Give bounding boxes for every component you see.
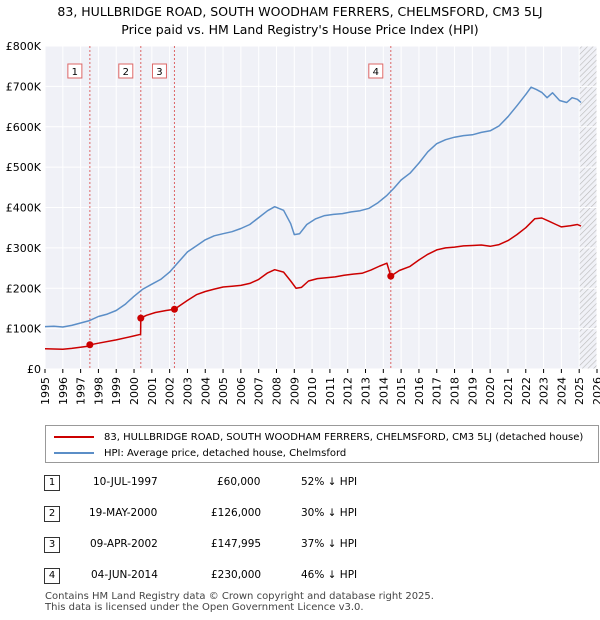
sale-hpi-diff: 46% ↓ HPI: [301, 569, 358, 581]
footer-copyright: Contains HM Land Registry data © Crown c…: [45, 591, 434, 602]
x-tick-label: 2010: [306, 377, 319, 405]
y-tick-label: £600K: [6, 121, 42, 134]
sale-marker-badge: 4: [44, 568, 60, 584]
legend-swatch-hpi: [54, 452, 94, 454]
x-tick-label: 2004: [199, 377, 212, 405]
sale-point: [387, 272, 395, 280]
sale-marker-box: [67, 63, 83, 79]
sale-point: [170, 305, 178, 313]
hpi-line: [44, 86, 582, 328]
x-tick-label: 1999: [110, 377, 123, 405]
sale-marker-badge: 3: [44, 537, 60, 553]
y-tick-label: £100K: [6, 323, 42, 336]
sale-marker-badge: 1: [44, 475, 60, 491]
price-chart: £0 £100K £200K £300K £400K £500K £600K £700K £80…: [6, 40, 600, 405]
x-tick-label: 2014: [377, 377, 390, 405]
sale-date: 09-APR-2002: [90, 538, 158, 550]
x-tick-label: 2022: [520, 377, 533, 405]
x-tick-label: 2025: [573, 377, 586, 405]
x-tick-label: 2007: [253, 377, 266, 405]
x-tick-label: 2011: [324, 377, 337, 405]
legend-item-hpi: HPI: Average price, detached house, Chel…: [54, 446, 346, 460]
x-tick-label: 2021: [502, 377, 515, 405]
y-tick-label: £800K: [6, 40, 42, 53]
legend: 83, HULLBRIDGE ROAD, SOUTH WOODHAM FERRE…: [45, 425, 599, 463]
y-tick-label: £700K: [6, 80, 42, 93]
chart-title-line2: Price paid vs. HM Land Registry's House …: [121, 22, 479, 37]
sale-hpi-diff: 37% ↓ HPI: [301, 538, 358, 550]
sale-point: [137, 314, 145, 322]
sale-date: 04-JUN-2014: [91, 569, 158, 581]
property-price-line: [44, 217, 582, 350]
y-tick-label: £400K: [6, 202, 42, 215]
sale-price: £126,000: [211, 507, 262, 519]
sale-marker-label: 1: [72, 67, 78, 78]
x-tick-label: 2008: [270, 377, 283, 405]
x-tick-label: 2012: [342, 377, 355, 405]
sale-price: £147,995: [211, 538, 262, 550]
x-tick-label: 2002: [164, 377, 177, 405]
x-tick-label: 2026: [591, 377, 600, 405]
sale-date: 10-JUL-1997: [93, 476, 158, 488]
sale-hpi-diff: 52% ↓ HPI: [301, 476, 358, 488]
sale-marker-box: [151, 63, 167, 79]
x-tick-label: 2005: [217, 377, 230, 405]
x-tick-label: 2023: [538, 377, 551, 405]
sale-hpi-diff: 30% ↓ HPI: [301, 507, 358, 519]
y-tick-label: £500K: [6, 161, 42, 174]
y-tick-label: £200K: [6, 282, 42, 295]
x-tick-label: 2006: [235, 377, 248, 405]
x-tick-label: 1995: [39, 377, 52, 405]
x-tick-label: 2024: [555, 377, 568, 405]
legend-item-property: 83, HULLBRIDGE ROAD, SOUTH WOODHAM FERRE…: [54, 430, 583, 444]
sale-marker-label: 2: [123, 67, 129, 78]
sale-price: £230,000: [211, 569, 262, 581]
sale-marker-badge: 2: [44, 506, 60, 522]
x-tick-label: 1996: [57, 377, 70, 405]
legend-label-property: 83, HULLBRIDGE ROAD, SOUTH WOODHAM FERRE…: [104, 431, 584, 443]
sale-date: 19-MAY-2000: [89, 507, 158, 519]
sale-point: [86, 341, 94, 349]
x-tick-label: 2016: [413, 377, 426, 405]
footer-license: This data is licensed under the Open Gov…: [45, 602, 364, 613]
sale-marker-label: 3: [156, 67, 162, 78]
x-tick-label: 2000: [128, 377, 141, 405]
x-tick-label: 1998: [92, 377, 105, 405]
x-tick-label: 2003: [181, 377, 194, 405]
y-tick-label: £0: [27, 363, 41, 376]
x-tick-label: 2019: [466, 377, 479, 405]
sale-marker-box: [118, 63, 134, 79]
y-tick-label: £300K: [6, 242, 42, 255]
legend-swatch-property: [54, 436, 94, 438]
chart-title-line1: 83, HULLBRIDGE ROAD, SOUTH WOODHAM FERRE…: [57, 4, 543, 19]
sale-marker-label: 4: [373, 67, 379, 78]
sale-marker-box: [368, 63, 384, 79]
x-tick-label: 2018: [449, 377, 462, 405]
x-tick-label: 2009: [288, 377, 301, 405]
sale-price: £60,000: [217, 476, 261, 488]
legend-label-hpi: HPI: Average price, detached house, Chel…: [104, 447, 347, 459]
x-tick-label: 2020: [484, 377, 497, 405]
x-tick-label: 1997: [75, 377, 88, 405]
x-tick-label: 2015: [395, 377, 408, 405]
x-tick-label: 2013: [360, 377, 373, 405]
x-tick-label: 2017: [431, 377, 444, 405]
x-tick-label: 2001: [146, 377, 159, 405]
